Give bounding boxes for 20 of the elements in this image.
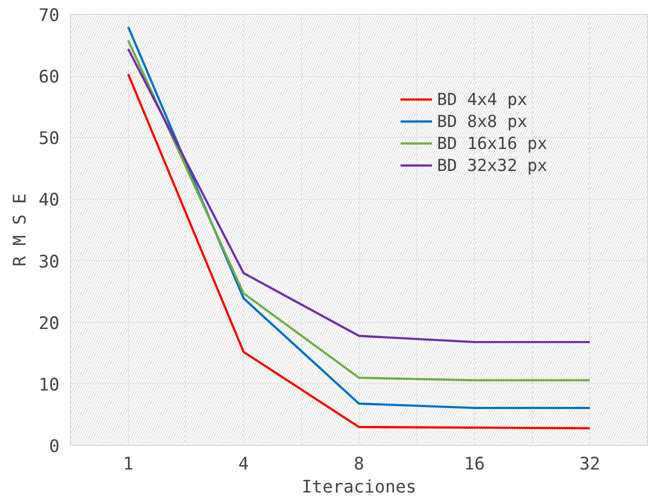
x-tick-label: 16 xyxy=(464,454,485,474)
x-tick-label: 1 xyxy=(122,454,134,474)
x-tick-label: 4 xyxy=(238,454,249,474)
x-axis-title: Iteraciones xyxy=(302,478,416,498)
legend-label: BD 16x16 px xyxy=(437,134,548,152)
x-tick-label: 8 xyxy=(354,454,364,474)
line-series xyxy=(127,73,591,430)
y-tick-label: 40 xyxy=(38,190,60,211)
y-tick-label: 60 xyxy=(38,68,60,88)
legend-label: BD 4x4 px xyxy=(437,90,528,108)
y-tick-label: 20 xyxy=(38,314,60,334)
y-tick-label: 50 xyxy=(38,129,60,150)
y-tick-label: 70 xyxy=(38,6,60,26)
y-tick-label: 10 xyxy=(38,375,60,396)
x-tick-label: 32 xyxy=(579,454,600,474)
y-tick-label: 0 xyxy=(49,437,60,457)
y-tick-label: 30 xyxy=(38,252,60,272)
legend-label: BD 8x8 px xyxy=(437,112,528,130)
y-axis-title: R M S E xyxy=(10,193,31,267)
legend-label: BD 32x32 px xyxy=(437,156,548,174)
